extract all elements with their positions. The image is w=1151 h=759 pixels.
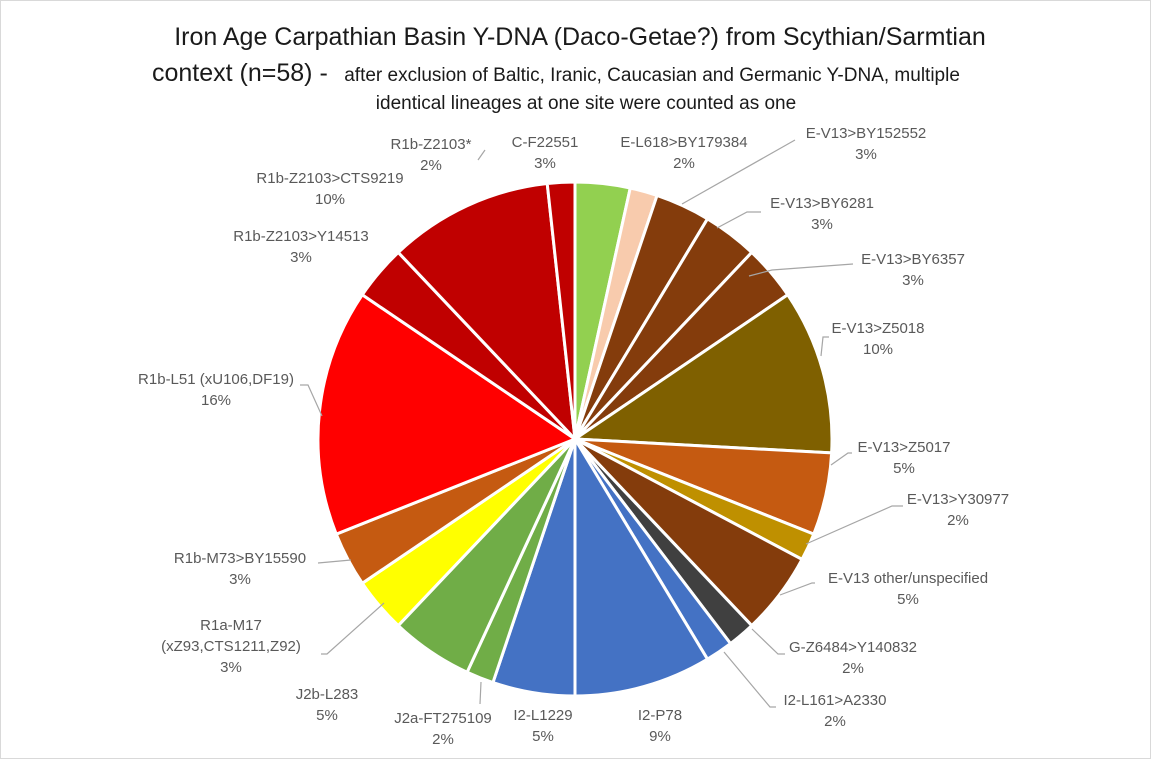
leader-line-e-v13-z5018 xyxy=(820,336,829,357)
leader-line-e-v13-z5017 xyxy=(830,452,852,466)
data-label-e-v13-y30977: E-V13>Y30977 2% xyxy=(907,491,1009,529)
leader-line-e-v13-other-unspecified xyxy=(779,582,815,596)
data-label-e-v13-by152552: E-V13>BY152552 3% xyxy=(806,125,927,163)
data-label-r1b-z2103: R1b-Z2103* 2% xyxy=(391,136,472,174)
leader-line-g-z6484-y140832 xyxy=(751,628,785,655)
data-label-g-z6484-y140832: G-Z6484>Y140832 2% xyxy=(789,639,917,677)
pie-slices xyxy=(316,180,834,698)
label-leader-lines xyxy=(300,139,903,708)
pie-slice-e-v13-z5018[interactable] xyxy=(570,292,834,455)
leader-line-r1b-z2103 xyxy=(477,149,486,161)
title-line-2-main: context (n=58) - xyxy=(152,59,328,87)
data-label-r1b-z2103-cts9219: R1b-Z2103>CTS9219 10% xyxy=(256,170,403,208)
leader-line-j2a-ft275109 xyxy=(479,681,482,705)
data-label-r1b-z2103-y14513: R1b-Z2103>Y14513 3% xyxy=(233,228,369,266)
data-labels: C-F22551 3% E-L618>BY179384 2% E-V13>BY15255… xyxy=(138,125,1009,748)
leader-line-r1b-m73-by15590 xyxy=(317,559,352,564)
leader-line-e-v13-y30977 xyxy=(805,505,903,545)
leader-line-e-v13-by6357 xyxy=(748,263,854,277)
chart-title: Iron Age Carpathian Basin Y-DNA (Daco-Ge… xyxy=(152,23,986,114)
data-label-r1a-m17-xz93-cts1211-z92: R1a-M17 (xZ93,CTS1211,Z92) 3% xyxy=(161,617,301,676)
data-label-i2-l1229: I2-L1229 5% xyxy=(513,707,572,745)
title-line-1: Iron Age Carpathian Basin Y-DNA (Daco-Ge… xyxy=(174,23,986,51)
pie-slice-r1b-z2103[interactable] xyxy=(545,180,577,440)
leader-line-r1b-l51-xu106-df19 xyxy=(300,384,323,417)
leader-line-e-v13-by152552 xyxy=(681,139,796,205)
data-label-j2a-ft275109: J2a-FT275109 2% xyxy=(394,710,492,748)
leader-line-r1a-m17-xz93-cts1211-z92 xyxy=(321,602,385,655)
data-label-e-v13-z5018: E-V13>Z5018 10% xyxy=(832,320,925,358)
leader-line-e-v13-by6281 xyxy=(716,211,761,229)
data-label-r1b-l51-xu106-df19: R1b-L51 (xU106,DF19) 16% xyxy=(138,371,294,409)
data-label-e-v13-other-unspecified: E-V13 other/unspecified 5% xyxy=(828,570,988,608)
title-line-3: identical lineages at one site were coun… xyxy=(376,93,796,114)
data-label-e-v13-by6357: E-V13>BY6357 3% xyxy=(861,251,965,289)
data-label-e-l618-by179384: E-L618>BY179384 2% xyxy=(620,134,747,172)
title-line-2: context (n=58) - after exclusion of Balt… xyxy=(152,59,960,87)
data-label-e-v13-z5017: E-V13>Z5017 5% xyxy=(858,439,951,477)
data-label-c-f22551: C-F22551 3% xyxy=(512,134,579,172)
data-label-j2b-l283: J2b-L283 5% xyxy=(296,686,359,724)
pie-slice-i2-p78[interactable] xyxy=(573,433,710,698)
pie-slice-r1b-z2103-cts9219[interactable] xyxy=(396,181,577,444)
data-label-i2-l161-a2330: I2-L161>A2330 2% xyxy=(783,692,886,730)
title-line-2-sub: after exclusion of Baltic, Iranic, Cauca… xyxy=(344,65,960,86)
leader-line-i2-l161-a2330 xyxy=(723,651,776,708)
data-label-i2-p78: I2-P78 9% xyxy=(638,707,682,745)
data-label-r1b-m73-by15590: R1b-M73>BY15590 3% xyxy=(174,550,306,588)
data-label-e-v13-by6281: E-V13>BY6281 3% xyxy=(770,195,874,233)
